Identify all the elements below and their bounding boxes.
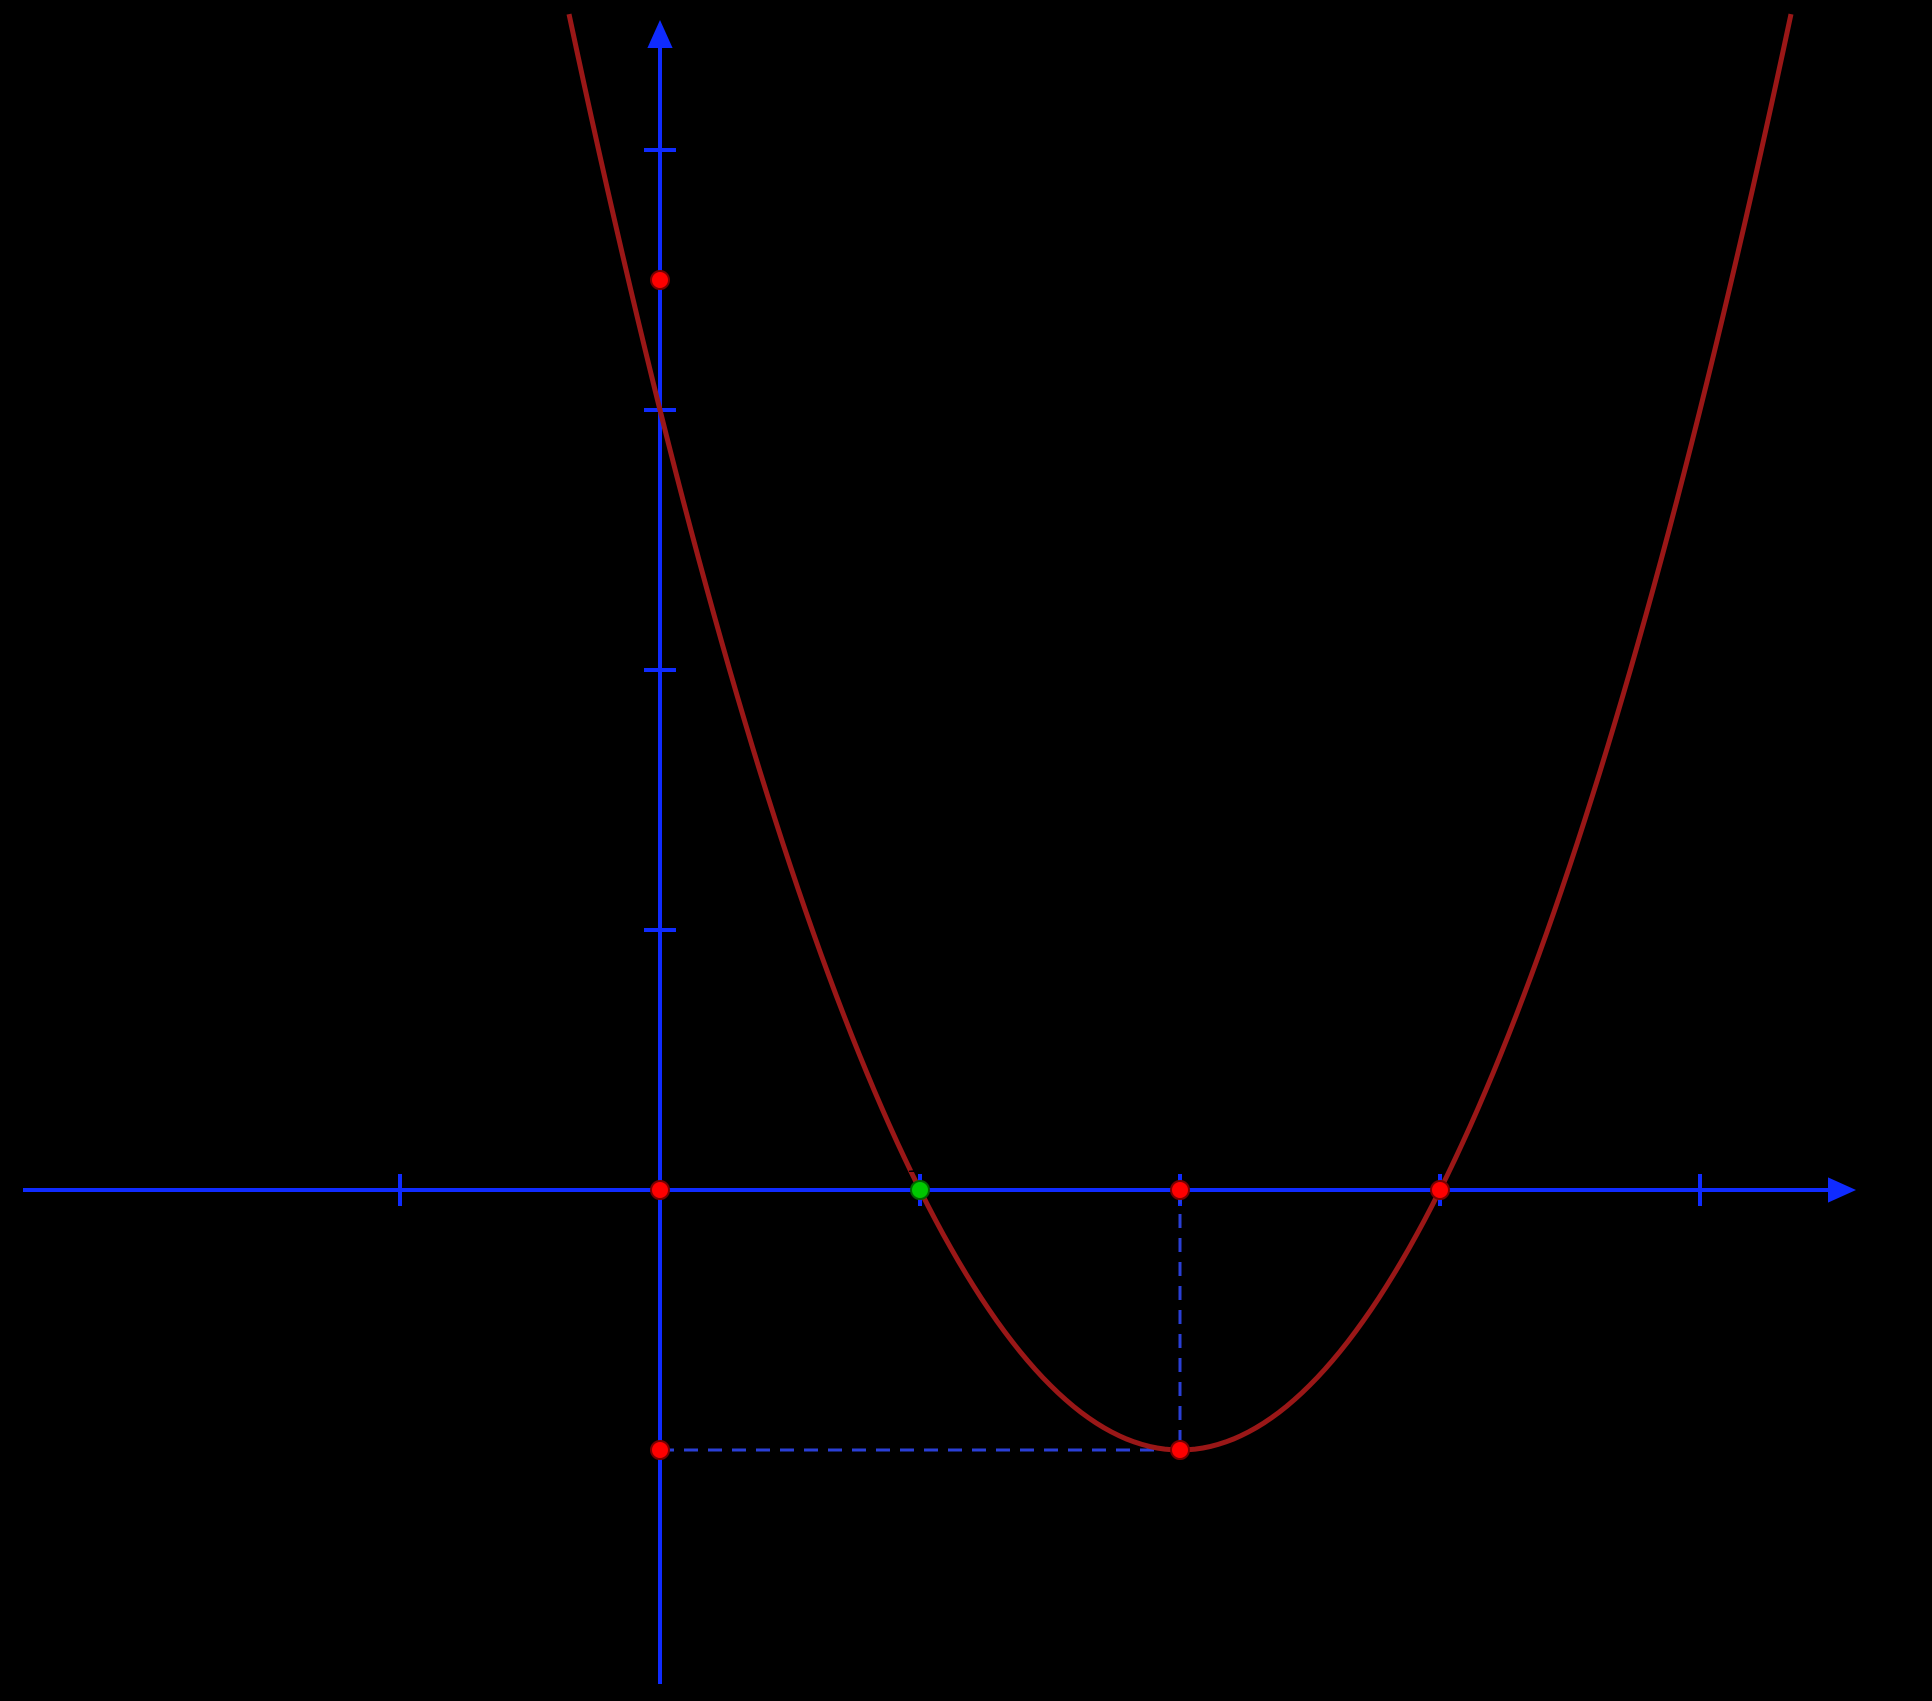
x-axis-arrow	[1828, 1177, 1856, 1202]
y-axis-arrow	[647, 20, 672, 48]
x-tick-label: 2	[1167, 1127, 1193, 1184]
y-tick-label: 3	[611, 383, 638, 440]
y-tick-label: -1	[595, 1423, 638, 1480]
x-tick-label: 1	[907, 1127, 933, 1184]
y-axis-label: y	[606, 41, 636, 103]
point-red	[651, 1441, 669, 1459]
point-red	[651, 271, 669, 289]
point-red	[1171, 1441, 1189, 1459]
origin-label: O	[595, 1119, 638, 1185]
point-red	[651, 1181, 669, 1199]
x-axis-label: x	[1820, 1251, 1846, 1313]
parabola-curve	[569, 14, 1791, 1450]
x-tick-label: 3	[1426, 1127, 1453, 1184]
